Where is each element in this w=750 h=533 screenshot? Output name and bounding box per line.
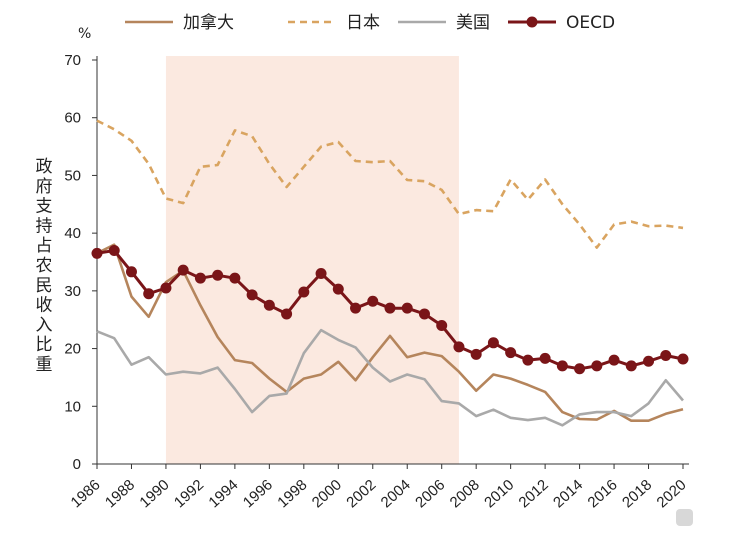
data-point	[108, 244, 120, 256]
x-tick-label: 2006	[412, 476, 448, 511]
x-tick-label: 2000	[309, 476, 345, 511]
series-line	[96, 119, 684, 249]
data-point	[281, 308, 293, 320]
y-tick-label: 20	[64, 341, 81, 358]
data-point	[384, 302, 396, 314]
data-point	[677, 353, 689, 365]
data-point	[350, 302, 362, 314]
x-tick-label: 2010	[481, 476, 517, 511]
legend-label: 加拿大	[183, 12, 234, 33]
y-axis-label-char: 持	[36, 216, 53, 236]
y-tick-label: 30	[64, 283, 81, 300]
data-point	[505, 347, 517, 359]
y-tick-label: 40	[64, 225, 81, 242]
legend-item: 加拿大	[125, 12, 234, 33]
data-point	[608, 354, 620, 366]
legend-marker	[526, 16, 538, 28]
data-point	[418, 308, 430, 320]
x-tick-label: 2016	[585, 476, 621, 511]
data-point	[539, 352, 551, 364]
y-tick-label: 60	[64, 110, 81, 127]
series-line	[96, 328, 684, 427]
y-unit-label: %	[78, 26, 91, 42]
series-日本	[96, 119, 684, 249]
data-point	[160, 282, 172, 294]
series-加拿大	[96, 243, 684, 423]
legend-item: OECD	[508, 13, 615, 33]
series-line	[96, 243, 684, 423]
y-tick-label: 50	[64, 167, 81, 184]
x-tick-label: 1990	[136, 476, 172, 511]
legend: 加拿大 日本 美国 OECD	[125, 12, 615, 33]
y-axis-label-char: 入	[36, 315, 53, 335]
y-axis-label-char: 政	[36, 157, 53, 177]
data-point	[487, 337, 499, 349]
data-point	[591, 360, 603, 372]
data-point	[91, 247, 103, 259]
data-point	[143, 288, 155, 300]
y-axis-label-char: 农	[36, 256, 53, 276]
data-point	[556, 360, 568, 372]
data-point	[522, 354, 534, 366]
x-tick-label: 1994	[205, 476, 241, 511]
y-tick-label: 10	[64, 398, 81, 415]
data-point	[643, 355, 655, 367]
y-axis-label-char: 收	[36, 296, 53, 316]
x-tick-label: 1986	[67, 476, 103, 511]
data-point	[470, 348, 482, 360]
watermark: 格隆汇	[676, 509, 742, 527]
y-tick-label: 70	[64, 52, 81, 69]
data-point	[332, 283, 344, 295]
data-point	[229, 272, 241, 284]
data-point	[401, 302, 413, 314]
x-tick-label: 1996	[240, 476, 276, 511]
data-point	[660, 349, 672, 361]
series-美国	[96, 328, 684, 427]
legend-label: 美国	[456, 13, 490, 33]
x-tick-label: 2002	[343, 476, 379, 511]
watermark-text: 格隆汇	[697, 509, 742, 527]
x-tick-label: 2014	[550, 476, 586, 511]
legend-label: OECD	[566, 13, 615, 33]
data-point	[298, 286, 310, 298]
watermark-logo-icon	[676, 509, 693, 526]
y-axis-label-char: 府	[36, 177, 53, 197]
data-point	[125, 266, 137, 278]
data-point	[574, 363, 586, 375]
y-axis-label-char: 占	[36, 236, 53, 256]
legend-label: 日本	[346, 13, 380, 33]
data-point	[194, 272, 206, 284]
data-point	[212, 269, 224, 281]
shaded-period	[165, 56, 459, 464]
x-tick-label: 2018	[619, 476, 655, 511]
y-tick-label: 0	[73, 456, 81, 473]
y-axis-label-char: 重	[36, 355, 53, 375]
y-axis-label-char: 比	[36, 335, 53, 355]
data-point	[263, 299, 275, 311]
y-axis-label-char: 支	[36, 197, 53, 217]
data-point	[315, 268, 327, 280]
data-point	[453, 341, 465, 353]
data-point	[177, 264, 189, 276]
x-tick-label: 2004	[378, 476, 414, 511]
x-tick-label: 2020	[653, 476, 689, 511]
x-tick-label: 1992	[171, 476, 207, 511]
legend-item: 美国	[398, 13, 490, 33]
data-point	[625, 360, 637, 372]
series-layer	[91, 119, 689, 427]
series-OECD	[91, 244, 689, 375]
x-tick-label: 2008	[447, 476, 483, 511]
x-tick-label: 1998	[274, 476, 310, 511]
data-point	[246, 289, 258, 301]
x-tick-label: 1988	[102, 476, 138, 511]
legend-item: 日本	[288, 13, 380, 33]
data-point	[367, 295, 379, 307]
data-point	[436, 319, 448, 331]
x-tick-label: 2012	[516, 476, 552, 511]
y-axis-label-char: 民	[36, 276, 53, 296]
